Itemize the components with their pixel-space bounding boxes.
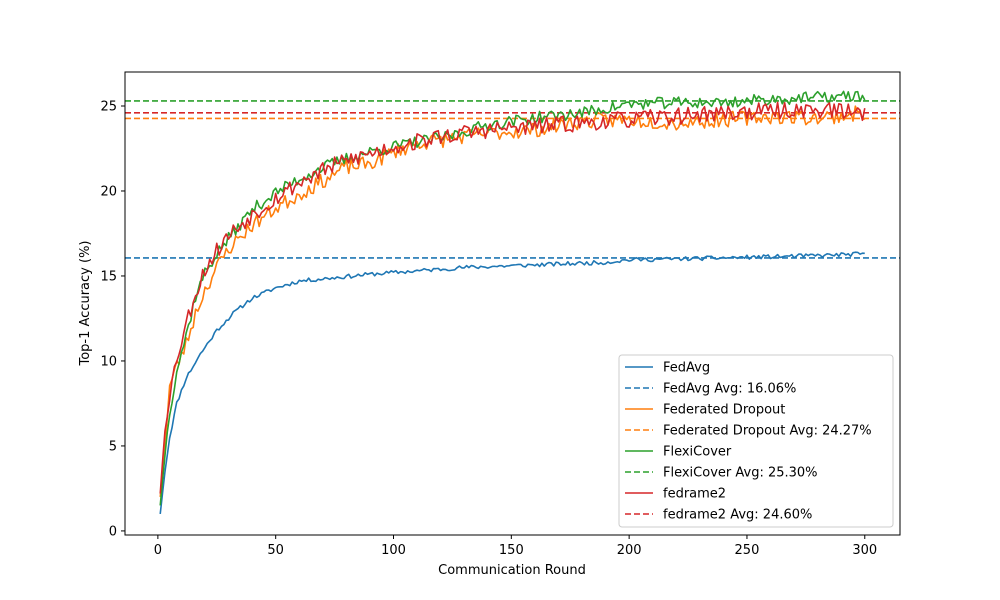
plot-frame	[124, 71, 901, 536]
x-tick-label: 200	[617, 543, 642, 558]
x-tick-label: 300	[852, 543, 877, 558]
x-tick-label: 100	[381, 543, 406, 558]
x-axis-label: Communication Round	[438, 563, 586, 578]
y-tick-label: 25	[100, 99, 117, 114]
legend-label: fedrame2 Avg: 24.60%	[663, 508, 812, 523]
legend-label: Federated Dropout	[663, 403, 785, 418]
legend: FedAvg FedAvg Avg: 16.06% Federated Dropou…	[618, 354, 894, 528]
series-line	[159, 90, 866, 506]
legend-label: FlexiCover Avg: 25.30%	[663, 466, 818, 481]
legend-label: FedAvg	[663, 361, 710, 376]
legend-label: FlexiCover	[663, 445, 732, 460]
series-line	[159, 251, 865, 515]
y-tick-label: 5	[109, 439, 117, 454]
legend-label: Federated Dropout Avg: 24.27%	[663, 424, 872, 439]
y-tick-label: 20	[100, 184, 117, 199]
series-line	[159, 105, 865, 498]
x-axis-ticks: 0 50 100 150 200 250 300	[154, 535, 877, 558]
legend-box	[618, 354, 894, 528]
y-axis-ticks: 0 5 10 15 20 25	[100, 99, 125, 539]
y-tick-label: 10	[100, 354, 117, 369]
legend-label: fedrame2	[663, 487, 726, 502]
x-tick-label: 250	[735, 543, 760, 558]
y-tick-label: 0	[109, 524, 117, 539]
x-tick-label: 150	[499, 543, 524, 558]
legend-label: FedAvg Avg: 16.06%	[663, 382, 796, 397]
series-line	[159, 101, 866, 494]
y-tick-label: 15	[100, 269, 117, 284]
x-tick-label: 0	[154, 543, 162, 558]
x-tick-label: 50	[267, 543, 284, 558]
series-layer	[125, 90, 900, 515]
y-axis-label: Top-1 Accuracy (%)	[78, 240, 93, 366]
